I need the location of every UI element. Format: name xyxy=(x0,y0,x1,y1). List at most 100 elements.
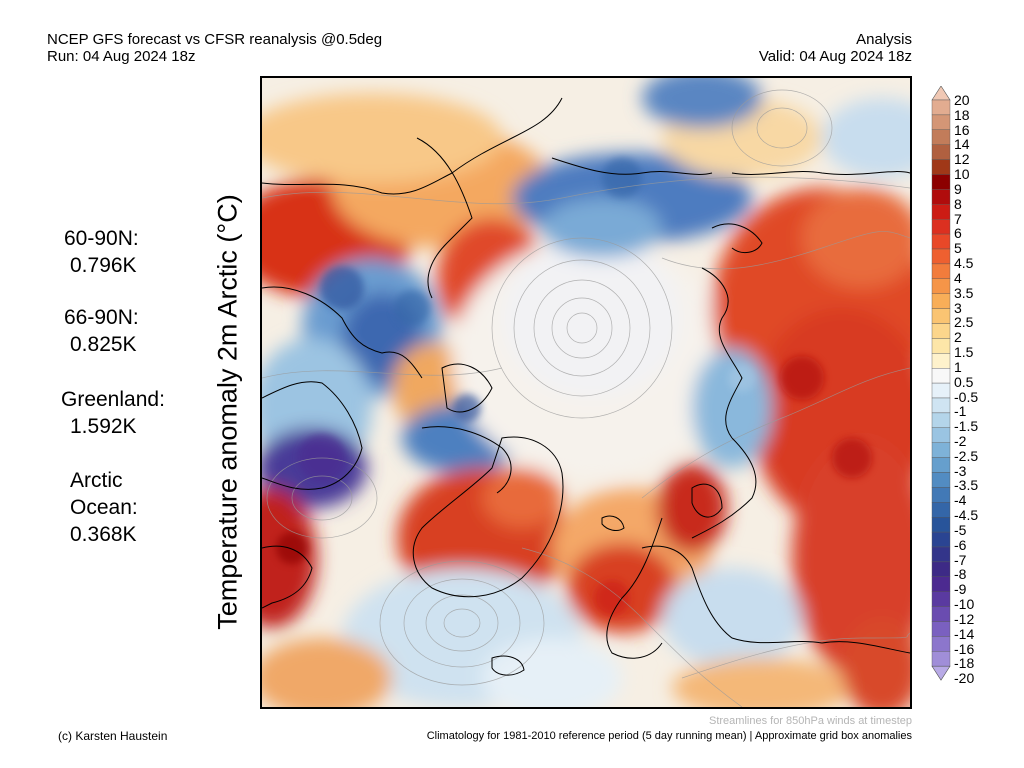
colorbar-label: -1 xyxy=(954,403,967,420)
anomaly-detail xyxy=(276,158,872,616)
colorbar-swatch xyxy=(931,606,951,622)
colorbar-label: 2 xyxy=(954,329,962,346)
colorbar-swatches xyxy=(931,85,951,681)
colorbar-label: 4.5 xyxy=(954,255,974,272)
colorbar-label: 14 xyxy=(954,136,970,153)
colorbar-label: -14 xyxy=(954,625,975,642)
colorbar-swatch xyxy=(931,576,951,592)
stat-value: 0.825K xyxy=(70,333,137,356)
colorbar-swatch xyxy=(931,591,951,607)
colorbar-label: 6 xyxy=(954,225,962,242)
colorbar-swatch xyxy=(931,174,951,190)
colorbar-swatch xyxy=(931,248,951,265)
header-left: NCEP GFS forecast vs CFSR reanalysis @0.… xyxy=(47,31,382,65)
stat-label: Arctic xyxy=(70,469,123,492)
colorbar-label: 0.5 xyxy=(954,373,974,390)
colorbar-swatch xyxy=(931,517,951,533)
colorbar-label: 4 xyxy=(954,269,962,286)
colorbar-swatch xyxy=(931,233,951,250)
coastlines xyxy=(262,97,910,676)
colorbar-swatch xyxy=(931,114,951,130)
anomaly-field xyxy=(262,78,910,707)
colorbar xyxy=(931,85,951,703)
colorbar-swatch xyxy=(931,397,951,414)
colorbar-swatch xyxy=(931,308,951,324)
colorbar-label: 5 xyxy=(954,240,962,257)
colorbar-swatch xyxy=(931,546,951,563)
stat-value: 0.368K xyxy=(70,523,137,546)
colorbar-swatch xyxy=(931,651,951,667)
colorbar-top-arrow xyxy=(931,85,951,101)
colorbar-swatch xyxy=(931,427,951,443)
colorbar-label: -3.5 xyxy=(954,477,979,494)
run-time: Run: 04 Aug 2024 18z xyxy=(47,48,196,65)
colorbar-swatch xyxy=(931,338,951,354)
colorbar-swatch xyxy=(931,263,951,279)
vertical-title: Temperature anomaly 2m Arctic (°C) xyxy=(212,194,243,630)
colorbar-swatch xyxy=(931,159,951,175)
valid-time: Valid: 04 Aug 2024 18z xyxy=(758,48,912,65)
colorbar-label: 7 xyxy=(954,210,962,227)
map-canvas xyxy=(262,78,910,707)
colorbar-label: -10 xyxy=(954,596,975,613)
colorbar-label: -6 xyxy=(954,536,967,553)
colorbar-label: 3.5 xyxy=(954,284,974,301)
colorbar-label: -2 xyxy=(954,432,967,449)
stat-60-90n: 60-90N: 0.796K xyxy=(64,225,139,279)
colorbar-swatch xyxy=(931,99,951,116)
colorbar-label: -20 xyxy=(954,670,975,687)
colorbar-swatch xyxy=(931,323,951,339)
colorbar-label: 18 xyxy=(954,106,970,123)
anomaly-map xyxy=(260,76,912,709)
analysis-label: Analysis xyxy=(856,31,912,48)
colorbar-label: -9 xyxy=(954,581,967,598)
colorbar-swatch xyxy=(931,472,951,488)
colorbar-swatch xyxy=(931,561,951,577)
colorbar-label: 2.5 xyxy=(954,314,974,331)
header-right: Analysis Valid: 04 Aug 2024 18z xyxy=(759,31,912,65)
colorbar-swatch xyxy=(931,531,951,548)
colorbar-label: -16 xyxy=(954,640,975,657)
model-title: NCEP GFS forecast vs CFSR reanalysis @0.… xyxy=(47,31,383,48)
colorbar-label: -4 xyxy=(954,492,967,509)
stat-value: 0.796K xyxy=(70,254,137,277)
colorbar-swatch xyxy=(931,218,951,235)
colorbar-label: -18 xyxy=(954,655,975,672)
colorbar-label: -1.5 xyxy=(954,418,979,435)
colorbar-label: -8 xyxy=(954,566,967,583)
colorbar-label: 10 xyxy=(954,166,970,183)
colorbar-swatch xyxy=(931,189,951,205)
colorbar-label: 16 xyxy=(954,121,970,138)
stat-value: 1.592K xyxy=(70,415,137,438)
colorbar-swatch xyxy=(931,353,951,369)
colorbar-label: 12 xyxy=(954,151,970,168)
colorbar-swatch xyxy=(931,293,951,309)
colorbar-label: -0.5 xyxy=(954,388,979,405)
colorbar-swatch xyxy=(931,442,951,458)
stat-label: 60-90N: xyxy=(64,227,139,250)
stat-label-2: Ocean: xyxy=(70,496,138,519)
colorbar-swatch xyxy=(931,457,951,473)
colorbar-swatch xyxy=(931,129,951,145)
colorbar-swatch xyxy=(931,144,951,160)
stat-label: Greenland: xyxy=(61,388,165,411)
stat-arctic-ocean: Arctic Ocean: 0.368K xyxy=(70,467,138,548)
colorbar-swatch xyxy=(931,412,951,428)
colorbar-swatch xyxy=(931,368,951,384)
colorbar-label: 8 xyxy=(954,195,962,212)
colorbar-label: -7 xyxy=(954,551,967,568)
climatology-note: Climatology for 1981-2010 reference peri… xyxy=(426,730,912,742)
colorbar-label: -3 xyxy=(954,462,967,479)
stat-66-90n: 66-90N: 0.825K xyxy=(64,304,139,358)
colorbar-swatch xyxy=(931,636,951,652)
colorbar-label: 9 xyxy=(954,180,962,197)
colorbar-swatch xyxy=(931,502,951,518)
colorbar-label: 3 xyxy=(954,299,962,316)
colorbar-label: 1.5 xyxy=(954,344,974,361)
stat-greenland: Greenland: 1.592K xyxy=(61,386,165,440)
colorbar-label: 1 xyxy=(954,358,962,375)
colorbar-swatch xyxy=(931,204,951,220)
colorbar-swatch xyxy=(931,487,951,503)
colorbar-label: -4.5 xyxy=(954,507,979,524)
streamlines-note: Streamlines for 850hPa winds at timestep xyxy=(709,715,912,727)
